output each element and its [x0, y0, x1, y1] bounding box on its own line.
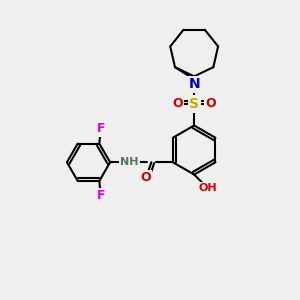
Text: F: F: [97, 189, 106, 202]
Text: S: S: [189, 97, 199, 111]
Text: NH: NH: [121, 157, 139, 167]
Text: O: O: [172, 98, 183, 110]
Text: O: O: [140, 172, 151, 184]
Text: N: N: [188, 77, 200, 91]
Text: O: O: [206, 98, 216, 110]
Text: F: F: [97, 122, 106, 135]
Text: OH: OH: [199, 183, 217, 193]
